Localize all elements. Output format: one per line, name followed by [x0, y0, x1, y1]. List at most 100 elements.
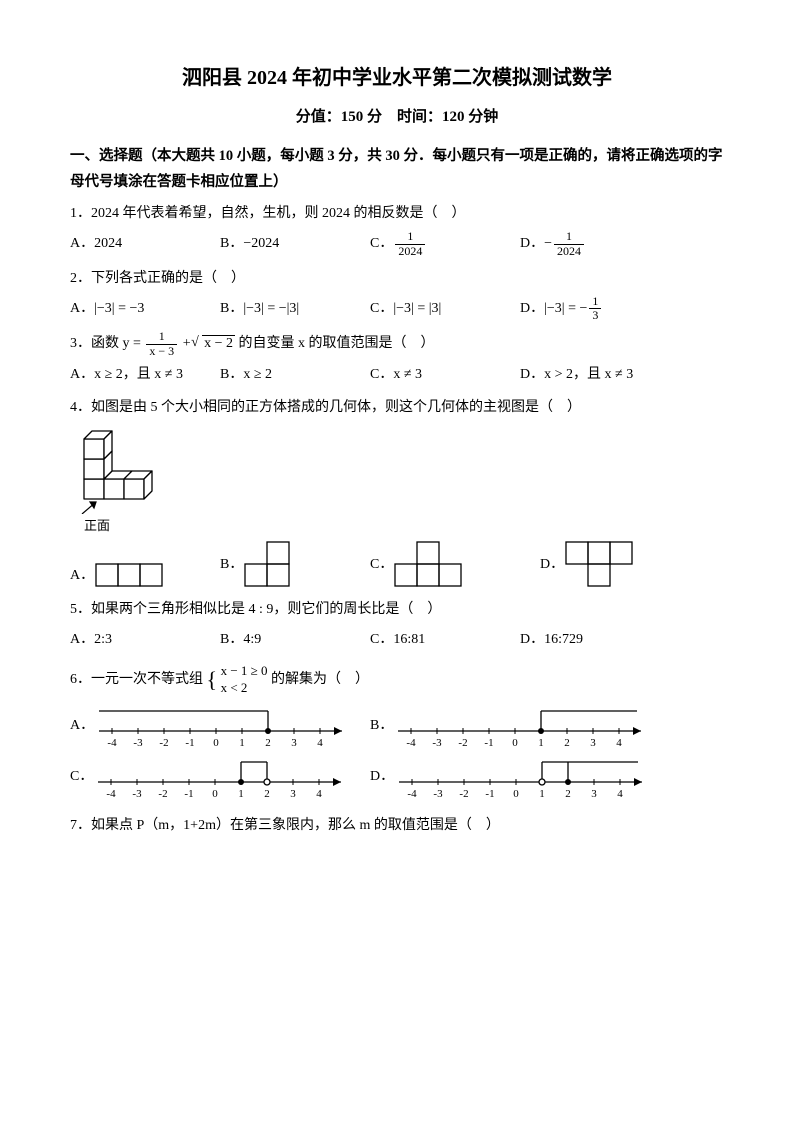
q6b-label: B．	[370, 713, 393, 738]
q1-opt-c[interactable]: C． 12024	[370, 230, 520, 257]
svg-text:3: 3	[291, 788, 297, 799]
q6-opt-c[interactable]: C． -4-3-2-101234	[70, 754, 370, 799]
svg-text:-3: -3	[433, 737, 443, 748]
q1c-pre: C．	[370, 231, 393, 256]
q4a-icon	[94, 561, 169, 589]
q4-opt-b[interactable]: B．	[220, 539, 370, 589]
svg-text:2: 2	[265, 788, 271, 799]
page-title: 泗阳县 2024 年初中学业水平第二次模拟测试数学	[70, 60, 724, 96]
svg-text:-2: -2	[459, 737, 468, 748]
q3-post: 的自变量 x 的取值范围是（ ）	[239, 336, 435, 351]
q6-opt-d[interactable]: D． -4-3-2-101234	[370, 754, 670, 799]
q2-opt-a[interactable]: A．|−3| = −3	[70, 295, 220, 322]
svg-text:-1: -1	[486, 788, 495, 799]
q3-opt-b[interactable]: B．x ≥ 2	[220, 362, 370, 387]
q6-opt-a[interactable]: A． -4-3-2-101234	[70, 703, 370, 748]
q4b-icon	[243, 539, 298, 589]
svg-text:-3: -3	[133, 788, 143, 799]
q6-pre: 6．一元一次不等式组	[70, 672, 207, 687]
q5-opt-c[interactable]: C．16:81	[370, 627, 520, 652]
svg-text:4: 4	[317, 788, 323, 799]
q2-opt-c[interactable]: C．|−3| = |3|	[370, 295, 520, 322]
svg-text:-3: -3	[134, 737, 144, 748]
svg-text:-1: -1	[186, 737, 195, 748]
q1d-frac: 12024	[554, 230, 584, 257]
svg-text:3: 3	[291, 737, 297, 748]
svg-text:0: 0	[213, 788, 219, 799]
q2-stem: 2．下列各式正确的是（ ）	[70, 266, 724, 291]
svg-text:2: 2	[565, 788, 571, 799]
q4d-label: D．	[540, 552, 564, 577]
svg-text:-2: -2	[160, 737, 169, 748]
q2-opt-d[interactable]: D．|−3| = − 13	[520, 295, 670, 322]
svg-text:4: 4	[617, 737, 623, 748]
svg-text:0: 0	[513, 737, 519, 748]
q4c-label: C．	[370, 552, 393, 577]
section-1-heading: 一、选择题（本大题共 10 小题，每小题 3 分，共 30 分．每小题只有一项是…	[70, 143, 724, 195]
q3-options: A．x ≥ 2，且 x ≠ 3 B．x ≥ 2 C．x ≠ 3 D．x > 2，…	[70, 362, 724, 387]
front-label: 正面	[84, 514, 724, 537]
q6b-numberline: -4 -3 -2 -1 0 1 2 3 4	[393, 703, 653, 748]
time-label: 时间：120 分钟	[397, 109, 498, 125]
q5-stem: 5．如果两个三角形相似比是 4 : 9，则它们的周长比是（ ）	[70, 597, 724, 622]
q6c-numberline: -4-3-2-101234	[93, 754, 353, 799]
q5-opt-b[interactable]: B．4:9	[220, 627, 370, 652]
q4d-icon	[564, 539, 639, 589]
q1c-frac: 12024	[395, 230, 425, 257]
svg-text:-4: -4	[107, 788, 117, 799]
q4-opt-c[interactable]: C．	[370, 539, 540, 589]
q5-options: A．2:3 B．4:9 C．16:81 D．16:729	[70, 627, 724, 652]
svg-text:2: 2	[565, 737, 571, 748]
solid-icon	[76, 424, 166, 514]
svg-text:-1: -1	[185, 788, 194, 799]
q6d-label: D．	[370, 764, 394, 789]
q3-opt-d[interactable]: D．x > 2，且 x ≠ 3	[520, 362, 670, 387]
q1-opt-b[interactable]: B．−2024	[220, 230, 370, 257]
q4-opt-d[interactable]: D．	[540, 539, 690, 589]
q6-system: x − 1 ≥ 0x < 2	[221, 663, 268, 697]
svg-text:4: 4	[617, 788, 623, 799]
q1-opt-d[interactable]: D．− 12024	[520, 230, 670, 257]
q1-options: A．2024 B．−2024 C． 12024 D．− 12024	[70, 230, 724, 257]
q1-opt-a[interactable]: A．2024	[70, 230, 220, 257]
q3-frac: 1x − 3	[146, 330, 177, 357]
q6-stem: 6．一元一次不等式组 { x − 1 ≥ 0x < 2 的解集为（ ）	[70, 660, 724, 700]
svg-text:3: 3	[591, 737, 597, 748]
q2-opt-b[interactable]: B．|−3| = −|3|	[220, 295, 370, 322]
score-label: 分值：150 分	[296, 109, 382, 125]
svg-text:2: 2	[265, 737, 271, 748]
svg-text:0: 0	[213, 737, 219, 748]
svg-text:1: 1	[239, 788, 245, 799]
q6-options: A． -4-3-2-101234 B． -4-3-2-101234 C． -4-…	[70, 703, 724, 805]
q4c-icon	[393, 539, 468, 589]
q3-opt-a[interactable]: A．x ≥ 2，且 x ≠ 3	[70, 362, 220, 387]
q6a-numberline: -4-3-2-101234	[94, 703, 354, 748]
svg-text:1: 1	[239, 737, 245, 748]
q4-stem: 4．如图是由 5 个大小相同的正方体搭成的几何体，则这个几何体的主视图是（ ）	[70, 395, 724, 420]
q6-opt-b[interactable]: B． -4 -3 -2 -1 0 1 2 3 4	[370, 703, 670, 748]
svg-text:-4: -4	[408, 788, 418, 799]
q4-solid-figure: 正面	[76, 424, 724, 537]
svg-text:-2: -2	[460, 788, 469, 799]
q2d-pre: D．|−3| = −	[520, 296, 587, 321]
svg-text:3: 3	[591, 788, 597, 799]
svg-text:4: 4	[317, 737, 323, 748]
q4-options: A． B． C． D．	[70, 539, 724, 589]
q3-opt-c[interactable]: C．x ≠ 3	[370, 362, 520, 387]
q2-options: A．|−3| = −3 B．|−3| = −|3| C．|−3| = |3| D…	[70, 295, 724, 322]
q4-opt-a[interactable]: A．	[70, 561, 220, 589]
q1d-pre: D．−	[520, 231, 552, 256]
q3-sqrt: x − 2	[194, 331, 235, 356]
q5-opt-a[interactable]: A．2:3	[70, 627, 220, 652]
svg-text:1: 1	[539, 737, 545, 748]
q3-pre: 3．函数 y =	[70, 336, 144, 351]
svg-text:-3: -3	[434, 788, 444, 799]
svg-text:-4: -4	[407, 737, 417, 748]
q4a-label: A．	[70, 563, 94, 588]
q6-post: 的解集为（ ）	[271, 672, 369, 687]
q5-opt-d[interactable]: D．16:729	[520, 627, 670, 652]
svg-text:0: 0	[513, 788, 519, 799]
svg-text:-1: -1	[485, 737, 494, 748]
subtitle: 分值：150 分 时间：120 分钟	[70, 104, 724, 131]
q6c-label: C．	[70, 764, 93, 789]
